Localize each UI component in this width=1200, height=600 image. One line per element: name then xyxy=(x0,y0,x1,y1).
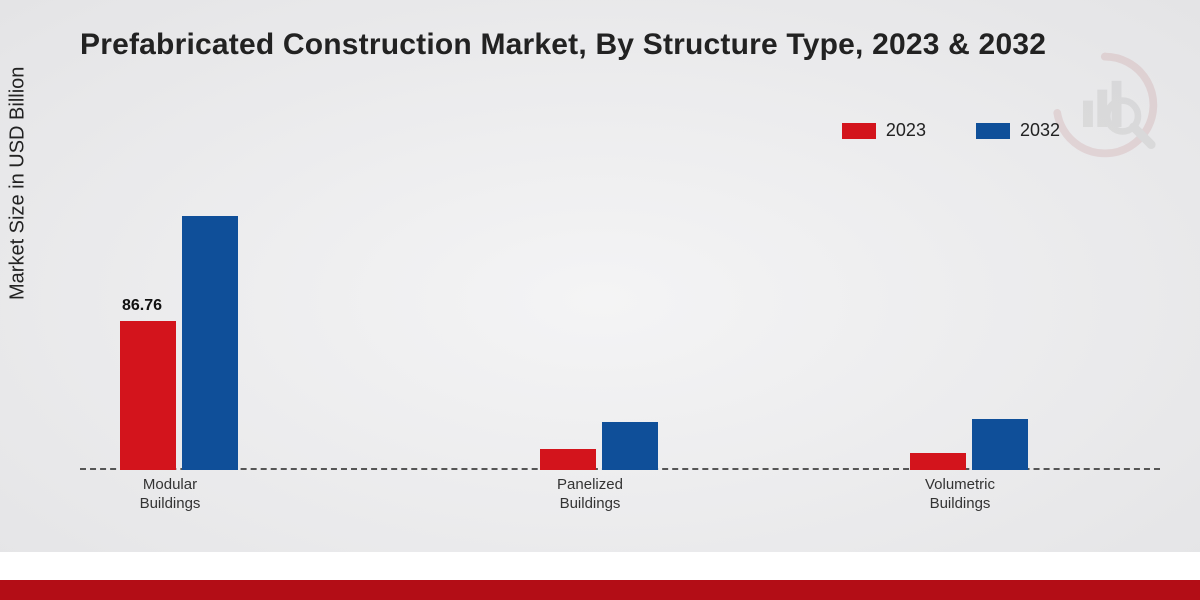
legend-swatch-2023 xyxy=(842,123,876,139)
footer-gap xyxy=(0,552,1200,580)
watermark-logo xyxy=(1050,50,1160,160)
legend-item-2032: 2032 xyxy=(976,120,1060,141)
legend: 2023 2032 xyxy=(842,120,1060,141)
legend-swatch-2032 xyxy=(976,123,1010,139)
y-axis-label: Market Size in USD Billion xyxy=(7,67,30,300)
footer-band xyxy=(0,580,1200,600)
bar xyxy=(540,449,596,470)
chart-title: Prefabricated Construction Market, By St… xyxy=(80,28,1046,62)
bar xyxy=(972,419,1028,470)
legend-label-2032: 2032 xyxy=(1020,120,1060,141)
legend-item-2023: 2023 xyxy=(842,120,926,141)
bar-group: VolumetricBuildings xyxy=(910,419,1028,470)
bar-value-label: 86.76 xyxy=(122,297,162,315)
bar xyxy=(910,453,966,470)
category-label: VolumetricBuildings xyxy=(890,476,1030,514)
bar xyxy=(120,321,176,470)
category-label: ModularBuildings xyxy=(100,476,240,514)
bar-group: PanelizedBuildings xyxy=(540,422,658,470)
bar xyxy=(182,216,238,470)
category-label: PanelizedBuildings xyxy=(520,476,660,514)
bar-group: 86.76ModularBuildings xyxy=(120,216,238,470)
plot-area: 86.76ModularBuildings PanelizedBuildings V… xyxy=(80,170,1160,470)
bar xyxy=(602,422,658,470)
legend-label-2023: 2023 xyxy=(886,120,926,141)
